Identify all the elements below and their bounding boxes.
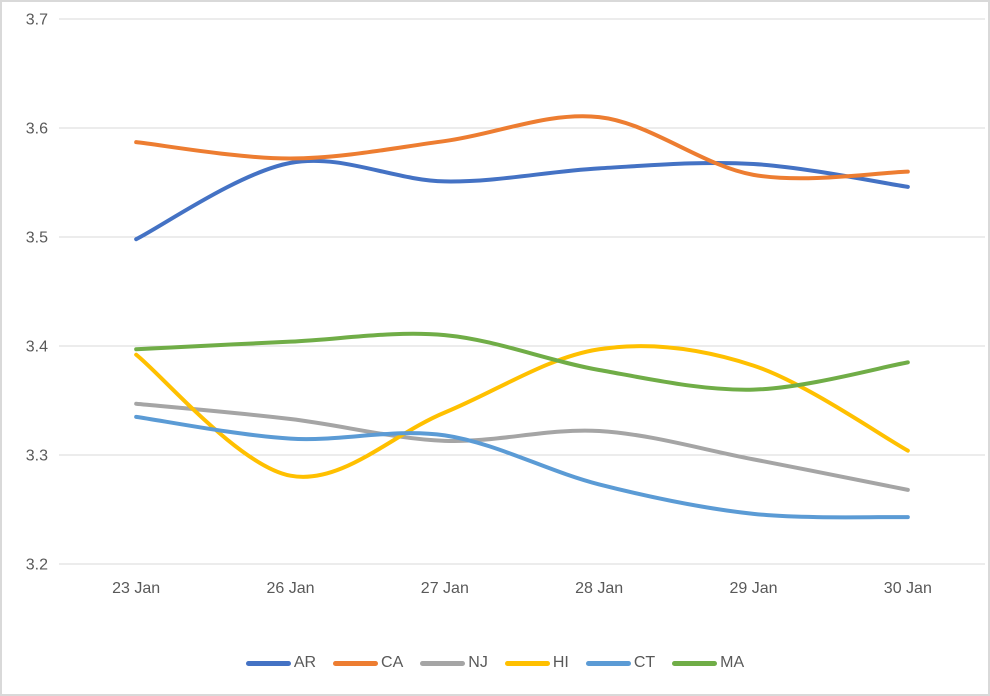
x-axis-label: 30 Jan [884,580,932,597]
x-axis-label: 28 Jan [575,580,623,597]
chart-legend: AR CA NJ HI CT MA [2,650,988,676]
legend-swatch-ar [245,660,291,666]
legend-label: HI [552,654,569,671]
legend-item-ar: AR [245,654,317,671]
legend-swatch-ct [585,660,631,666]
legend-label: AR [293,654,317,671]
legend-item-nj: NJ [420,655,488,671]
legend-label: CA [381,654,404,671]
series-line-ct [134,414,910,520]
y-axis-tick-label: 3.5 [26,230,48,247]
y-axis-tick-label: 3.2 [26,557,48,574]
x-axis-label: 23 Jan [112,580,160,597]
legend-swatch-ca [333,660,379,666]
legend-label: NJ [468,654,488,671]
legend-item-ct: CT [585,654,656,671]
y-axis-tick-label: 3.6 [26,121,48,138]
legend-swatch-ma [672,660,718,666]
legend-label: CT [633,654,656,671]
y-axis-tick-label: 3.4 [26,339,48,356]
x-axis-label: 27 Jan [421,580,469,597]
y-axis-tick-label: 3.7 [26,12,48,29]
x-axis-label: 29 Jan [729,580,777,597]
legend-item-hi: HI [504,654,569,671]
legend-label: MA [720,654,745,671]
legend-swatch-nj [420,660,466,666]
series-line-ar [134,158,910,242]
legend-item-ma: MA [672,655,744,671]
y-axis-tick-label: 3.3 [26,448,48,465]
series-line-hi [134,344,910,479]
legend-swatch-hi [504,660,550,666]
series-line-nj [134,401,910,492]
series-line-ma [134,331,910,392]
legend-item-ca: CA [333,655,403,671]
x-axis-label: 26 Jan [266,580,314,597]
series-line-ca [134,114,910,181]
